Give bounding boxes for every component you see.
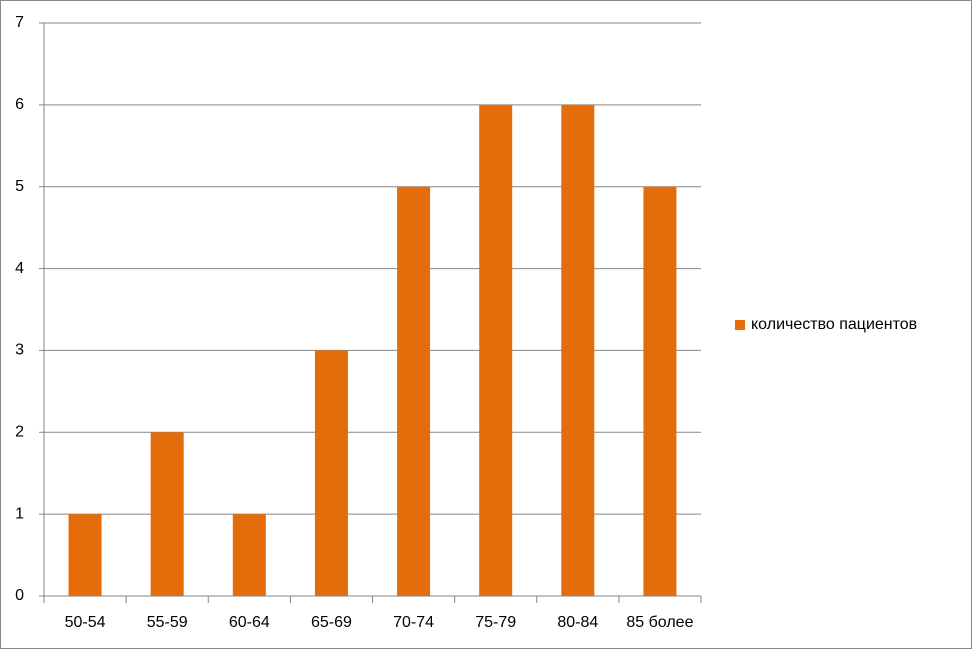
x-tick-label: 65-69 [311,614,352,631]
y-tick-label: 6 [15,96,24,113]
legend-label: количество пациентов [751,316,917,333]
x-tick-label: 50-54 [65,614,106,631]
y-tick-label: 2 [15,424,24,441]
y-tick-label: 3 [15,342,24,359]
x-tick-label: 75-79 [475,614,516,631]
bar [561,104,595,596]
bar [68,514,102,596]
y-tick-label: 4 [15,260,24,277]
y-tick-label: 0 [15,587,24,604]
bar [479,104,513,596]
bar [232,514,266,596]
x-tick-label: 55-59 [147,614,188,631]
x-tick-label: 85 более [626,614,693,631]
y-tick-label: 1 [15,505,24,522]
x-tick-label: 60-64 [229,614,270,631]
y-tick-label: 5 [15,178,24,195]
bar [643,186,677,596]
bar [150,432,184,596]
bar [314,350,348,596]
bar [397,186,431,596]
x-tick-label: 70-74 [393,614,434,631]
y-tick-label: 7 [15,14,24,31]
x-tick-label: 80-84 [557,614,598,631]
legend-swatch [735,320,745,330]
